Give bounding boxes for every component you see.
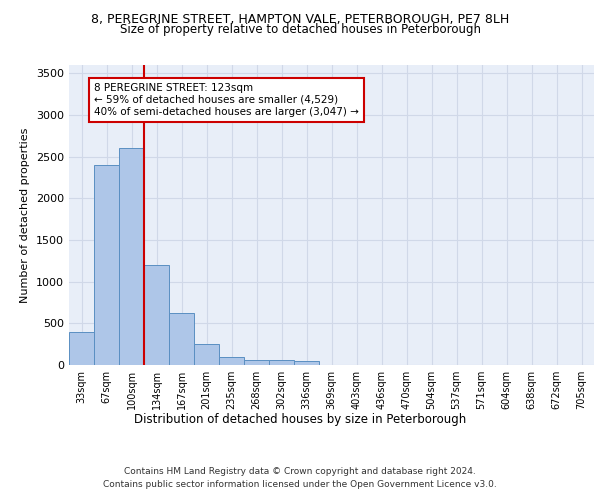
Text: 8 PEREGRINE STREET: 123sqm
← 59% of detached houses are smaller (4,529)
40% of s: 8 PEREGRINE STREET: 123sqm ← 59% of deta… <box>94 84 359 116</box>
Bar <box>219 356 244 365</box>
Text: Distribution of detached houses by size in Peterborough: Distribution of detached houses by size … <box>134 412 466 426</box>
Text: Contains HM Land Registry data © Crown copyright and database right 2024.: Contains HM Land Registry data © Crown c… <box>124 468 476 476</box>
Bar <box>119 148 144 365</box>
Text: Size of property relative to detached houses in Peterborough: Size of property relative to detached ho… <box>119 22 481 36</box>
Bar <box>294 361 319 365</box>
Bar <box>69 332 94 365</box>
Bar <box>144 265 169 365</box>
Text: Contains public sector information licensed under the Open Government Licence v3: Contains public sector information licen… <box>103 480 497 489</box>
Bar <box>94 165 119 365</box>
Text: 8, PEREGRINE STREET, HAMPTON VALE, PETERBOROUGH, PE7 8LH: 8, PEREGRINE STREET, HAMPTON VALE, PETER… <box>91 12 509 26</box>
Bar <box>194 344 219 365</box>
Bar <box>169 314 194 365</box>
Y-axis label: Number of detached properties: Number of detached properties <box>20 128 31 302</box>
Bar <box>269 360 294 365</box>
Bar <box>244 360 269 365</box>
